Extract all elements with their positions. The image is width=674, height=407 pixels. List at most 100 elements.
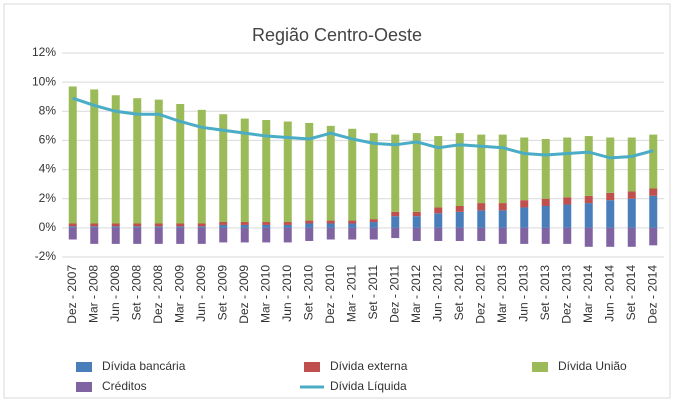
bar-segment — [649, 188, 658, 196]
bar-segment — [219, 227, 228, 243]
bar-segment — [305, 223, 314, 228]
x-tick-label: Set - 2008 — [129, 265, 143, 321]
bar-segment — [584, 136, 593, 196]
bar-segment — [369, 227, 378, 240]
bar-segment — [348, 220, 357, 224]
bar-segment — [154, 99, 163, 224]
bar-segment — [434, 136, 443, 208]
line-series — [72, 96, 654, 160]
legend-label: Dívida externa — [330, 359, 408, 373]
legend-label: Créditos — [102, 379, 147, 393]
bar-segment — [477, 134, 486, 204]
chart-title: Região Centro-Oeste — [252, 25, 422, 45]
bar-segment — [434, 207, 443, 214]
x-tick-label: Mar - 2008 — [86, 265, 100, 323]
bar-segment — [391, 216, 400, 228]
bar-segment — [262, 120, 271, 223]
bar-segment — [176, 227, 185, 244]
bar-segment — [412, 133, 421, 212]
bar-segment — [283, 222, 292, 225]
bar-segment — [477, 203, 486, 211]
x-tick-label: Mar - 2011 — [344, 265, 358, 322]
y-tick-label: 8% — [39, 103, 57, 117]
bar-segment — [477, 210, 486, 228]
x-tick-label: Dez - 2010 — [323, 265, 337, 324]
bar-segment — [133, 226, 142, 228]
bar-segment — [90, 226, 99, 228]
bar-segment — [283, 224, 292, 228]
bar-segment — [133, 98, 142, 224]
bar-segment — [262, 227, 271, 243]
bar-segment — [541, 138, 550, 199]
y-tick-label: 0% — [39, 220, 57, 234]
legend-swatch — [76, 382, 92, 392]
bar-segment — [412, 211, 421, 217]
x-tick-label: Set - 2013 — [538, 265, 552, 321]
bar-segment — [498, 210, 507, 228]
bar-segment — [326, 227, 335, 240]
bar-segment — [197, 227, 206, 244]
bar-segment — [176, 223, 185, 227]
x-tick-label: Mar - 2009 — [172, 265, 186, 323]
x-tick-label: Mar - 2010 — [258, 265, 272, 323]
bar-segment — [391, 134, 400, 212]
bar-segment — [434, 213, 443, 228]
x-tick-label: Dez - 2007 — [65, 265, 79, 324]
bar-segment — [90, 89, 99, 224]
bar-segment — [176, 226, 185, 228]
bar-segment — [197, 226, 206, 228]
bar-segment — [262, 222, 271, 225]
x-tick-label: Dez - 2014 — [645, 265, 659, 324]
y-tick-label: -2% — [35, 249, 57, 263]
bar-segment — [68, 227, 77, 240]
x-tick-label: Dez - 2008 — [151, 265, 165, 324]
x-tick-label: Set - 2014 — [624, 265, 638, 321]
bar-segment — [111, 95, 120, 224]
bar-segment — [412, 216, 421, 228]
bar-segment — [154, 227, 163, 244]
bar-segment — [326, 223, 335, 228]
bar-segment — [240, 222, 249, 225]
bar-segment — [541, 198, 550, 206]
legend-swatch — [76, 362, 92, 372]
x-tick-label: Mar - 2013 — [495, 265, 509, 323]
bar-segment — [541, 206, 550, 228]
bar-segment — [90, 227, 99, 244]
bar-segment — [627, 137, 636, 192]
bar-segment — [391, 227, 400, 239]
x-tick-label: Jun - 2010 — [280, 265, 294, 322]
legend-label: Dívida bancária — [102, 359, 186, 373]
bar-segment — [627, 227, 636, 247]
y-tick-label: 4% — [39, 162, 57, 176]
bar-segment — [606, 192, 615, 201]
bar-segment — [348, 128, 357, 221]
bar-segment — [606, 227, 615, 247]
bar-segment — [154, 226, 163, 228]
bar-segment — [240, 118, 249, 223]
x-tick-label: Jun - 2012 — [430, 265, 444, 322]
bar-segment — [283, 227, 292, 243]
bar-segment — [133, 227, 142, 244]
bar-segment — [520, 137, 529, 201]
y-tick-label: 12% — [32, 45, 56, 59]
x-tick-label: Jun - 2014 — [602, 265, 616, 322]
bar-segment — [520, 227, 529, 244]
bar-segment — [348, 227, 357, 240]
bar-segment — [563, 227, 572, 244]
x-tick-label: Set - 2009 — [215, 265, 229, 321]
x-tick-label: Dez - 2013 — [559, 265, 573, 324]
bar-segment — [348, 223, 357, 228]
bar-segment — [305, 227, 314, 241]
x-tick-label: Set - 2011 — [366, 265, 380, 320]
bar-segment — [520, 207, 529, 228]
bar-segment — [627, 191, 636, 199]
legend-label: Dívida União — [558, 359, 627, 373]
x-tick-label: Mar - 2014 — [581, 265, 595, 323]
y-tick-label: 10% — [32, 74, 56, 88]
bar-segment — [498, 203, 507, 211]
bar-segment — [563, 204, 572, 228]
bar-segment — [434, 227, 443, 241]
x-tick-label: Mar - 2012 — [409, 265, 423, 323]
bar-segment — [305, 122, 314, 221]
